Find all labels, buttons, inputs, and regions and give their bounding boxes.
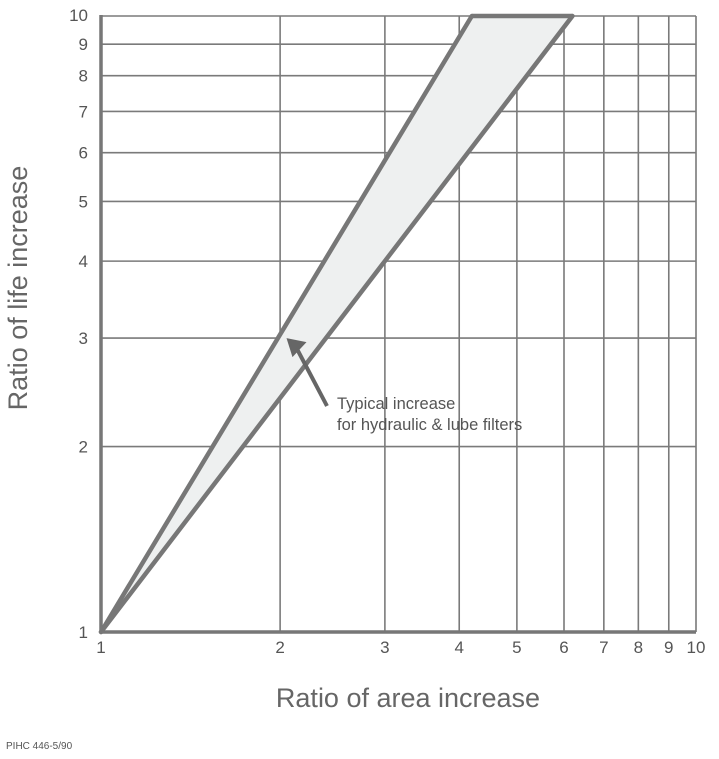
x-tick-label-9: 9 [664, 638, 673, 657]
annotation-arrowhead [286, 338, 307, 358]
y-tick-label-3: 3 [79, 329, 88, 348]
x-tick-label-2: 2 [275, 638, 284, 657]
band-lower-line [98, 13, 575, 635]
y-tick-labels: 1 2 3 4 5 6 7 8 9 10 [69, 6, 88, 642]
x-tick-label-3: 3 [380, 638, 389, 657]
x-tick-label-1: 1 [96, 638, 105, 657]
y-tick-label-1: 1 [79, 623, 88, 642]
y-tick-label-8: 8 [79, 67, 88, 86]
y-axis-title: Ratio of life increase [3, 166, 33, 411]
y-tick-label-7: 7 [79, 102, 88, 121]
y-tick-label-6: 6 [79, 144, 88, 163]
x-tick-label-5: 5 [512, 638, 521, 657]
figure-code: PIHC 446-5/90 [6, 741, 73, 752]
y-tick-label-5: 5 [79, 192, 88, 211]
y-tick-label-10: 10 [69, 6, 88, 25]
annotation: Typical increase for hydraulic & lube fil… [286, 338, 522, 434]
y-tick-label-9: 9 [79, 35, 88, 54]
annotation-line-2: for hydraulic & lube filters [337, 416, 522, 434]
x-tick-label-10: 10 [687, 638, 706, 657]
x-tick-label-7: 7 [599, 638, 608, 657]
plot-frame [99, 15, 696, 634]
y-tick-label-4: 4 [79, 252, 88, 271]
y-tick-label-2: 2 [79, 438, 88, 457]
x-axis-title: Ratio of area increase [276, 683, 540, 713]
x-tick-label-6: 6 [559, 638, 568, 657]
x-tick-labels: 1 2 3 4 5 6 7 8 9 10 [96, 638, 705, 657]
band-upper-line [98, 13, 475, 635]
annotation-line-1: Typical increase [337, 395, 455, 413]
band-group [98, 13, 575, 635]
annotation-arrow-shaft [293, 345, 329, 407]
x-tick-label-4: 4 [454, 638, 463, 657]
grid [100, 15, 697, 633]
x-tick-label-8: 8 [634, 638, 643, 657]
